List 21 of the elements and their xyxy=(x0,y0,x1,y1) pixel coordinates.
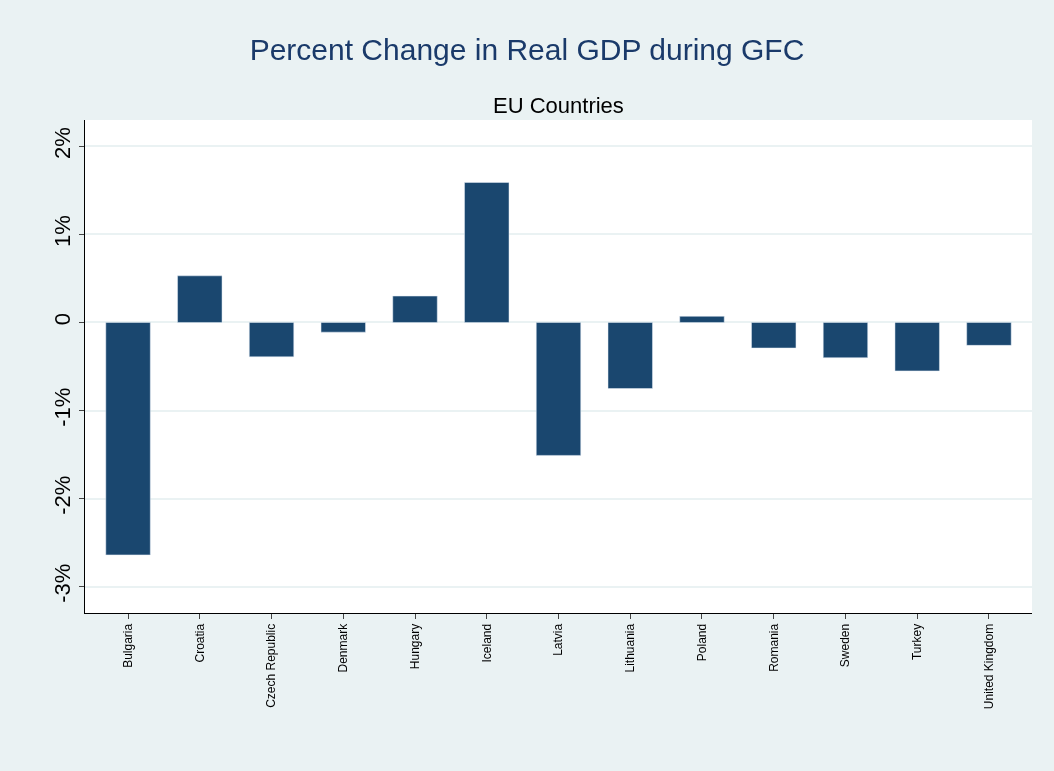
x-tick-label: Turkey xyxy=(910,623,925,661)
x-tick-label: Poland xyxy=(694,623,709,662)
x-tick-label: Romania xyxy=(766,623,781,672)
y-tick-label: 1% xyxy=(50,215,76,248)
x-tick-label: Czech Republic xyxy=(264,623,279,708)
y-tick-label: 0 xyxy=(50,313,76,326)
x-tick-label: Croatia xyxy=(192,623,207,663)
y-tick-label: 2% xyxy=(50,127,76,160)
x-tick-label: Lithuania xyxy=(623,623,638,673)
x-tick-label: Sweden xyxy=(838,623,853,668)
y-tick-label: -2% xyxy=(50,475,76,515)
x-tick-label: Bulgaria xyxy=(120,623,135,668)
y-tick-label: -1% xyxy=(50,387,76,427)
x-tick-label: United Kingdom xyxy=(981,623,996,710)
x-tick-label: Denmark xyxy=(336,622,351,673)
y-tick-label: -3% xyxy=(50,563,76,603)
chart-title: Percent Change in Real GDP during GFC xyxy=(249,32,805,66)
x-tick-label: Latvia xyxy=(551,623,566,656)
x-tick-label: Iceland xyxy=(479,623,494,663)
x-tick-label: Hungary xyxy=(407,623,422,670)
chart-subtitle: EU Countries xyxy=(493,93,624,118)
